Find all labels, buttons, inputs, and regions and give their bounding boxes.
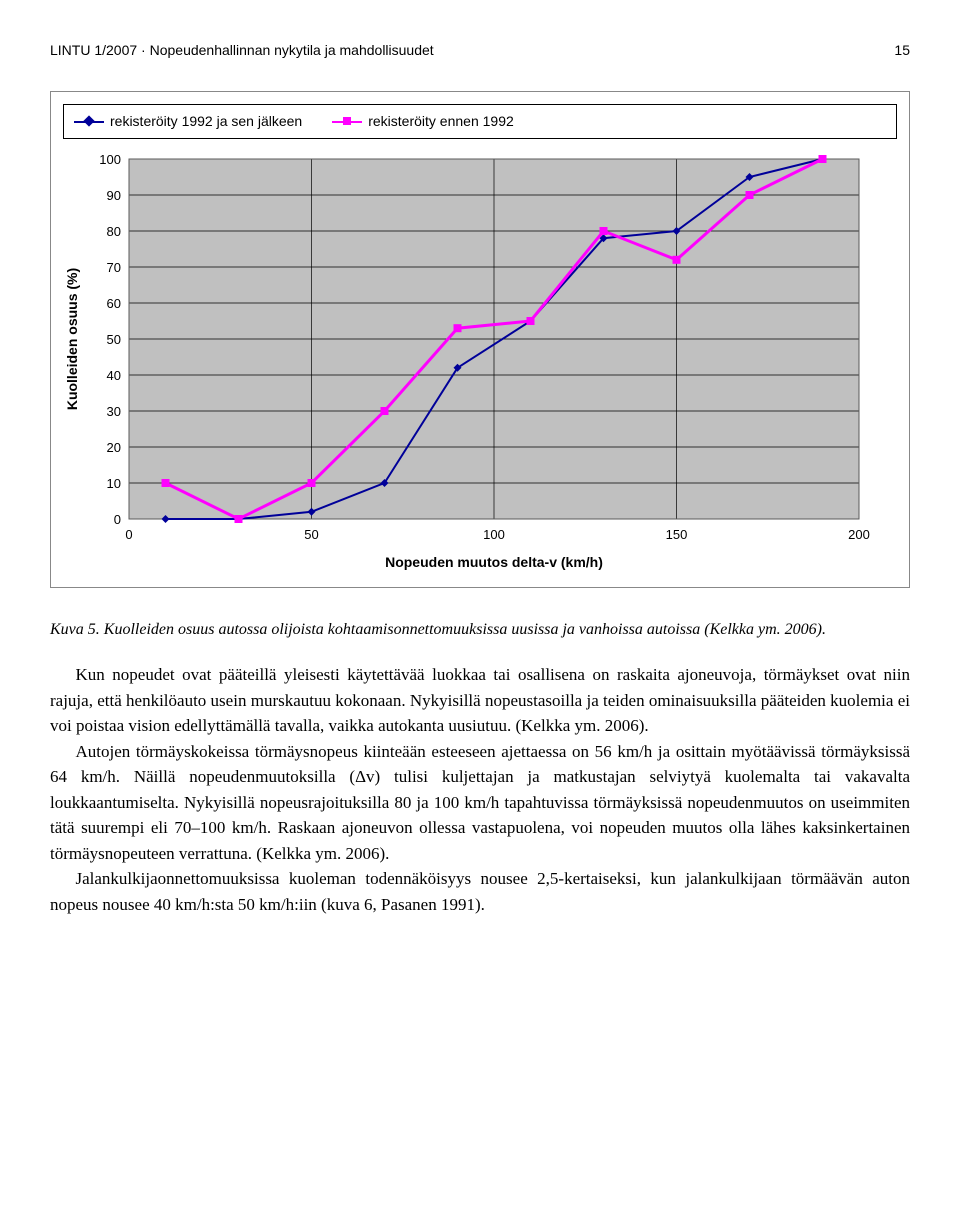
svg-text:Nopeuden muutos delta-v (km/h): Nopeuden muutos delta-v (km/h) [385, 554, 603, 570]
svg-text:90: 90 [107, 188, 121, 203]
svg-text:70: 70 [107, 260, 121, 275]
body-paragraph-3: Jalankulkijaonnettomuuksissa kuoleman to… [50, 866, 910, 917]
svg-text:Kuolleiden osuus (%): Kuolleiden osuus (%) [64, 268, 80, 410]
svg-text:10: 10 [107, 476, 121, 491]
svg-text:40: 40 [107, 368, 121, 383]
legend-label-0: rekisteröity 1992 ja sen jälkeen [110, 111, 302, 132]
legend-swatch-0 [74, 121, 104, 123]
page-number: 15 [894, 40, 910, 61]
svg-text:30: 30 [107, 404, 121, 419]
svg-text:200: 200 [848, 527, 870, 542]
figure-caption: Kuva 5. Kuolleiden osuus autossa olijois… [50, 618, 910, 642]
svg-text:100: 100 [99, 152, 121, 167]
svg-text:150: 150 [666, 527, 688, 542]
svg-text:0: 0 [114, 512, 121, 527]
legend-swatch-1 [332, 121, 362, 123]
svg-text:50: 50 [107, 332, 121, 347]
svg-text:0: 0 [125, 527, 132, 542]
body-paragraph-2: Autojen törmäyskokeissa törmäysnopeus ki… [50, 739, 910, 867]
chart-legend: rekisteröity 1992 ja sen jälkeen rekiste… [63, 104, 897, 139]
svg-text:50: 50 [304, 527, 318, 542]
chart-container: rekisteröity 1992 ja sen jälkeen rekiste… [50, 91, 910, 588]
body-paragraph-1: Kun nopeudet ovat pääteillä yleisesti kä… [50, 662, 910, 739]
svg-text:100: 100 [483, 527, 505, 542]
page-header-left: LINTU 1/2007 · Nopeudenhallinnan nykytil… [50, 40, 434, 61]
legend-item-1: rekisteröity ennen 1992 [332, 111, 514, 132]
svg-text:60: 60 [107, 296, 121, 311]
legend-label-1: rekisteröity ennen 1992 [368, 111, 514, 132]
svg-text:20: 20 [107, 440, 121, 455]
legend-item-0: rekisteröity 1992 ja sen jälkeen [74, 111, 302, 132]
svg-text:80: 80 [107, 224, 121, 239]
line-chart: 0 10 20 30 40 50 60 70 80 90 100 0 50 100 150 200 Nopeud… [59, 149, 879, 579]
